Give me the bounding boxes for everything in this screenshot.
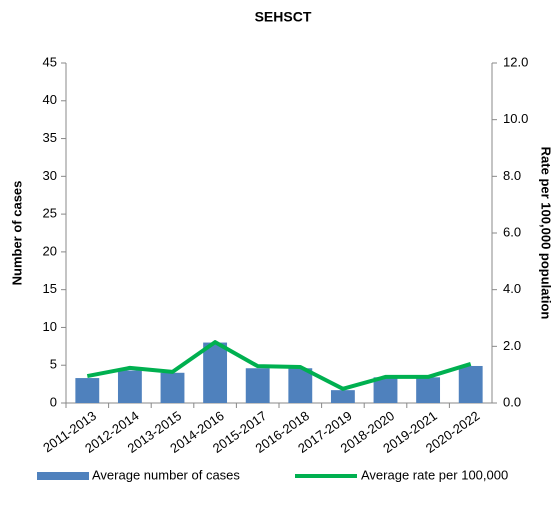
y-axis-label: Number of cases: [9, 181, 24, 286]
bar: [288, 368, 313, 403]
y2-tick-label: 12.0: [503, 54, 528, 69]
y-tick-label: 35: [43, 130, 57, 145]
bar: [160, 372, 185, 403]
y-tick-label: 15: [43, 281, 57, 296]
bar: [330, 390, 355, 403]
y-tick-label: 45: [43, 54, 57, 69]
y-tick-label: 25: [43, 206, 57, 221]
legend-label: Average rate per 100,000: [361, 467, 508, 482]
bar: [245, 368, 270, 403]
bar: [75, 378, 100, 403]
y2-tick-label: 6.0: [503, 224, 521, 239]
bar: [373, 377, 398, 403]
y2-tick-label: 0.0: [503, 394, 521, 409]
bar: [458, 365, 483, 403]
y-tick-label: 5: [50, 357, 57, 372]
line: [86, 340, 472, 391]
chart-title: SEHSCT: [255, 9, 312, 25]
y2-tick-label: 8.0: [503, 168, 521, 183]
y2-tick-label: 10.0: [503, 111, 528, 126]
y-tick-label: 40: [43, 92, 57, 107]
bar: [416, 377, 441, 403]
bar: [117, 370, 142, 403]
bar: [203, 342, 228, 403]
legend-label: Average number of cases: [92, 467, 240, 482]
y-tick-label: 0: [50, 394, 57, 409]
y2-tick-label: 2.0: [503, 338, 521, 353]
y-tick-label: 30: [43, 168, 57, 183]
y2-axis-label: Rate per 100,000 population: [539, 147, 553, 320]
y2-tick-label: 4.0: [503, 281, 521, 296]
y-tick-label: 20: [43, 243, 57, 258]
y-tick-label: 10: [43, 319, 57, 334]
legend-swatch: [37, 472, 89, 480]
